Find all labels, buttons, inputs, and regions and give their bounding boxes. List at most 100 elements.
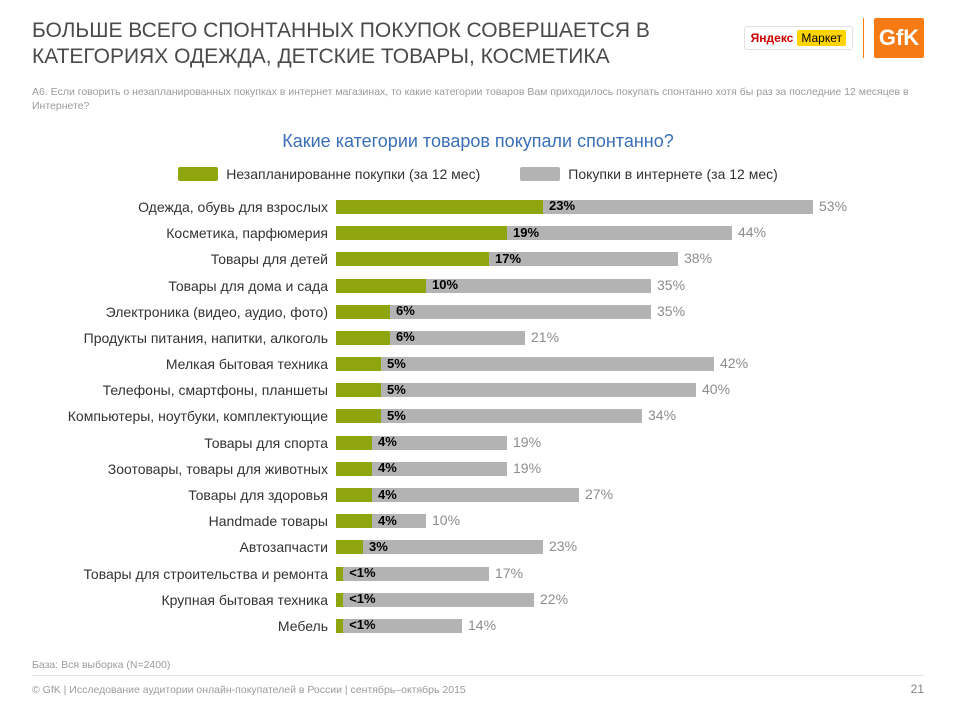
value-label-unplanned: 6%: [396, 329, 415, 344]
legend-label-unplanned: Незапланированне покупки (за 12 мес): [226, 166, 480, 182]
chart-row: Продукты питания, напитки, алкоголь 6% 21%: [32, 325, 924, 351]
legend-label-internet: Покупки в интернете (за 12 мес): [568, 166, 778, 182]
value-label-internet: 10%: [432, 512, 460, 528]
footer-credit: © GfK | Исследование аудитории онлайн-по…: [32, 684, 466, 696]
bar-unplanned: [336, 383, 381, 397]
value-label-internet: 19%: [513, 460, 541, 476]
value-label-unplanned: 4%: [378, 513, 397, 528]
value-label-internet: 27%: [585, 486, 613, 502]
legend-swatch-internet: [520, 167, 560, 181]
value-label-internet: 17%: [495, 565, 523, 581]
value-label-internet: 38%: [684, 250, 712, 266]
bars-cell: 6% 35%: [336, 299, 924, 325]
bar-chart: Одежда, обувь для взрослых 23% 53% Косметик…: [32, 194, 924, 639]
value-label-unplanned: <1%: [349, 617, 375, 632]
bars-cell: 6% 21%: [336, 325, 924, 351]
question-text: А6. Если говорить о незапланированных по…: [32, 85, 924, 113]
category-label: Продукты питания, напитки, алкоголь: [32, 330, 336, 346]
legend-swatch-unplanned: [178, 167, 218, 181]
chart-row: Товары для дома и сада10%35%: [32, 272, 924, 298]
value-label-internet: 22%: [540, 591, 568, 607]
bar-unplanned: [336, 279, 426, 293]
value-label-unplanned: 5%: [387, 356, 406, 371]
bar-unplanned: [336, 436, 372, 450]
bar-unplanned: [336, 462, 372, 476]
bars-cell: 4% 27%: [336, 482, 924, 508]
bars-cell: <1% 14%: [336, 613, 924, 639]
value-label-unplanned: <1%: [349, 565, 375, 580]
logo-divider: [863, 18, 864, 58]
value-label-internet: 21%: [531, 329, 559, 345]
value-label-unplanned: 17%: [495, 251, 521, 266]
bar-unplanned: [336, 488, 372, 502]
value-label-unplanned: 4%: [378, 487, 397, 502]
chart-row: Зоотовары, товары для животных 4% 19%: [32, 456, 924, 482]
bar-unplanned: [336, 226, 507, 240]
yandex-word: Яндекс: [751, 31, 794, 45]
value-label-unplanned: 6%: [396, 303, 415, 318]
category-label: Одежда, обувь для взрослых: [32, 199, 336, 215]
bar-internet: [336, 540, 543, 554]
bar-unplanned: [336, 514, 372, 528]
value-label-internet: 14%: [468, 617, 496, 633]
value-label-unplanned: 19%: [513, 225, 539, 240]
legend-item-internet: Покупки в интернете (за 12 мес): [520, 166, 778, 182]
chart-row: Электроника (видео, аудио, фото) 6% 35%: [32, 299, 924, 325]
bar-unplanned: [336, 567, 343, 581]
market-word: Маркет: [797, 30, 846, 46]
page-number: 21: [911, 682, 924, 696]
category-label: Товары для строительства и ремонта: [32, 566, 336, 582]
bars-cell: 10% 35%: [336, 272, 924, 298]
bars-cell: 4% 10%: [336, 508, 924, 534]
value-label-unplanned: 5%: [387, 382, 406, 397]
bars-cell: 3%23%: [336, 534, 924, 560]
chart-row: Автозапчасти3%23%: [32, 534, 924, 560]
footer-rule: [32, 675, 924, 676]
bar-unplanned: [336, 619, 343, 633]
category-label: Компьютеры, ноутбуки, комплектующие: [32, 408, 336, 424]
category-label: Автозапчасти: [32, 539, 336, 555]
bars-cell: <1%22%: [336, 587, 924, 613]
value-label-internet: 40%: [702, 381, 730, 397]
category-label: Косметика, парфюмерия: [32, 225, 336, 241]
chart-row: Компьютеры, ноутбуки, комплектующие5%34%: [32, 403, 924, 429]
chart-row: Товары для спорта4%19%: [32, 430, 924, 456]
chart-row: Товары для строительства и ремонта <1% 17%: [32, 560, 924, 586]
legend: Незапланированне покупки (за 12 мес) Пок…: [32, 166, 924, 182]
bars-cell: 5% 40%: [336, 377, 924, 403]
chart-row: Крупная бытовая техника<1%22%: [32, 587, 924, 613]
category-label: Электроника (видео, аудио, фото): [32, 304, 336, 320]
category-label: Товары для здоровья: [32, 487, 336, 503]
value-label-internet: 35%: [657, 277, 685, 293]
bars-cell: 4% 19%: [336, 456, 924, 482]
value-label-unplanned: 4%: [378, 460, 397, 475]
bar-unplanned: [336, 540, 363, 554]
footer-base: База: Вся выборка (N=2400): [32, 659, 924, 671]
value-label-internet: 35%: [657, 303, 685, 319]
category-label: Товары для детей: [32, 251, 336, 267]
category-label: Зоотовары, товары для животных: [32, 461, 336, 477]
legend-item-unplanned: Незапланированне покупки (за 12 мес): [178, 166, 480, 182]
value-label-internet: 44%: [738, 224, 766, 240]
category-label: Мелкая бытовая техника: [32, 356, 336, 372]
category-label: Телефоны, смартфоны, планшеты: [32, 382, 336, 398]
header: БОЛЬШЕ ВСЕГО СПОНТАННЫХ ПОКУПОК СОВЕРШАЕ…: [32, 18, 924, 71]
category-label: Товары для спорта: [32, 435, 336, 451]
yandex-market-logo: Яндекс Маркет: [744, 26, 853, 50]
chart-row: Мелкая бытовая техника5%42%: [32, 351, 924, 377]
value-label-internet: 19%: [513, 434, 541, 450]
chart-row: Мебель<1%14%: [32, 613, 924, 639]
value-label-unplanned: 23%: [549, 198, 575, 213]
value-label-unplanned: 10%: [432, 277, 458, 292]
logo-group: Яндекс Маркет GfK: [744, 18, 924, 58]
value-label-unplanned: 5%: [387, 408, 406, 423]
bars-cell: 23% 53%: [336, 194, 924, 220]
value-label-internet: 53%: [819, 198, 847, 214]
chart-row: Товары для детей 17% 38%: [32, 246, 924, 272]
bars-cell: 5%34%: [336, 403, 924, 429]
chart-row: Телефоны, смартфоны, планшеты 5% 40%: [32, 377, 924, 403]
bar-internet: [336, 409, 642, 423]
bars-cell: 19% 44%: [336, 220, 924, 246]
bar-internet: [336, 488, 579, 502]
bars-cell: 5%42%: [336, 351, 924, 377]
